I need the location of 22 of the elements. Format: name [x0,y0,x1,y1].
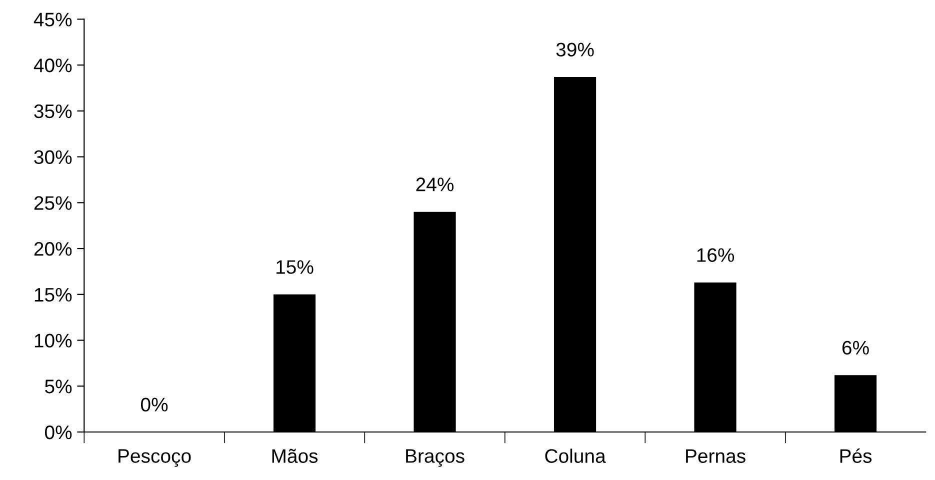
y-tick-label: 20% [34,242,72,256]
x-tick-label: Pés [840,448,872,463]
y-tick-label: 10% [34,334,72,348]
data-label: 6% [842,340,869,355]
data-label: 15% [276,260,314,274]
y-tick-label: 35% [34,104,72,118]
y-tick-label: 25% [34,196,72,210]
x-tick-label: Braços [406,449,464,467]
y-tick-label: 15% [34,288,72,302]
x-tick-label: Coluna [545,448,606,463]
x-tick-label: Mãos [272,448,318,463]
y-tick-label: 5% [45,380,72,394]
x-tick-label: Pescoço [118,449,191,467]
y-tick-label: 45% [34,12,72,26]
y-tick-label: 0% [45,425,72,440]
data-label: 24% [416,178,454,192]
y-tick-label: 30% [34,150,72,164]
data-label: 39% [556,42,594,56]
data-label: 16% [697,248,734,262]
data-label: 0% [140,398,168,412]
y-tick-label: 40% [34,58,72,72]
x-tick-label: Pernas [686,449,746,463]
